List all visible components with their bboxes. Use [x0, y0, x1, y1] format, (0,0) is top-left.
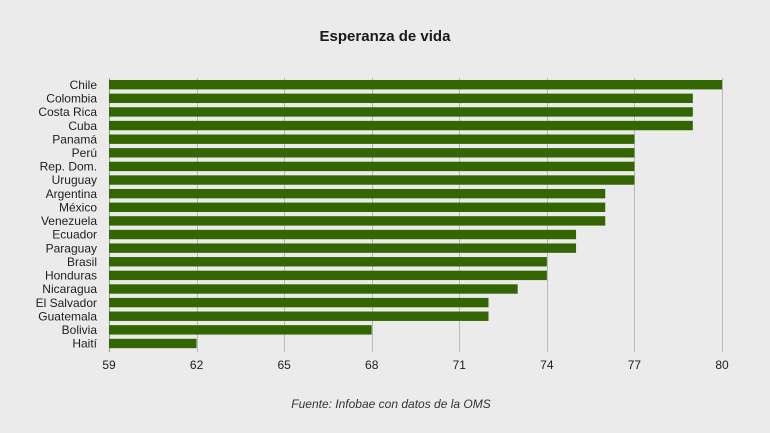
- bar-bolivia: [109, 325, 372, 335]
- category-label: Argentina: [46, 187, 98, 201]
- bar-nicaragua: [109, 284, 518, 294]
- x-tick-label: 65: [277, 358, 291, 372]
- category-label: Honduras: [45, 269, 97, 283]
- bar-m-xico: [109, 202, 606, 212]
- x-tick-label: 80: [715, 358, 729, 372]
- x-axis-ticks: 59 62 65 68 71 74 77 80: [102, 358, 729, 372]
- category-label: Costa Rica: [38, 105, 97, 119]
- category-label: Brasil: [67, 255, 97, 269]
- category-label: Rep. Dom.: [40, 160, 97, 174]
- category-label: Chile: [70, 78, 98, 92]
- x-tick-label: 68: [365, 358, 379, 372]
- category-label: Guatemala: [38, 309, 97, 323]
- bar-guatemala: [109, 311, 489, 321]
- category-label: Perú: [72, 146, 97, 160]
- category-label: Bolivia: [62, 323, 98, 337]
- bar-chile: [109, 80, 722, 90]
- category-label: Paraguay: [46, 241, 97, 255]
- category-label: Venezuela: [41, 214, 97, 228]
- x-tick-label: 62: [190, 358, 204, 372]
- category-label: Panamá: [52, 132, 97, 146]
- gridlines: [109, 78, 723, 352]
- bar-per-: [109, 148, 635, 158]
- bar-panam-: [109, 134, 635, 144]
- category-label: Colombia: [46, 92, 97, 106]
- bar-argentina: [109, 188, 606, 199]
- bar-brasil: [109, 257, 547, 267]
- x-tick-label: 77: [628, 358, 642, 372]
- bar-paraguay: [109, 243, 577, 253]
- bar-uruguay: [109, 175, 635, 185]
- category-label: El Salvador: [36, 296, 97, 310]
- category-label: Ecuador: [52, 228, 97, 242]
- category-label: Nicaragua: [42, 282, 97, 296]
- bar-cuba: [109, 120, 693, 131]
- bar-ecuador: [109, 229, 577, 240]
- category-label: Uruguay: [52, 173, 97, 187]
- bar-hait-: [109, 338, 197, 349]
- x-tick-label: 59: [102, 358, 116, 372]
- category-label: Cuba: [68, 119, 97, 133]
- bar-colombia: [109, 93, 693, 104]
- chart-title: Esperanza de vida: [319, 28, 451, 45]
- bar-el-salvador: [109, 297, 489, 308]
- chart-source-note: Fuente: Infobae con datos de la OMS: [291, 397, 491, 411]
- x-tick-label: 71: [453, 358, 467, 372]
- category-label: México: [59, 200, 97, 214]
- bars: [109, 80, 722, 349]
- bar-costa-rica: [109, 107, 693, 117]
- bar-venezuela: [109, 216, 606, 226]
- x-tick-label: 74: [540, 358, 554, 372]
- category-label: Haití: [72, 337, 97, 351]
- bar-honduras: [109, 270, 547, 281]
- bar-rep-dom-: [109, 161, 635, 172]
